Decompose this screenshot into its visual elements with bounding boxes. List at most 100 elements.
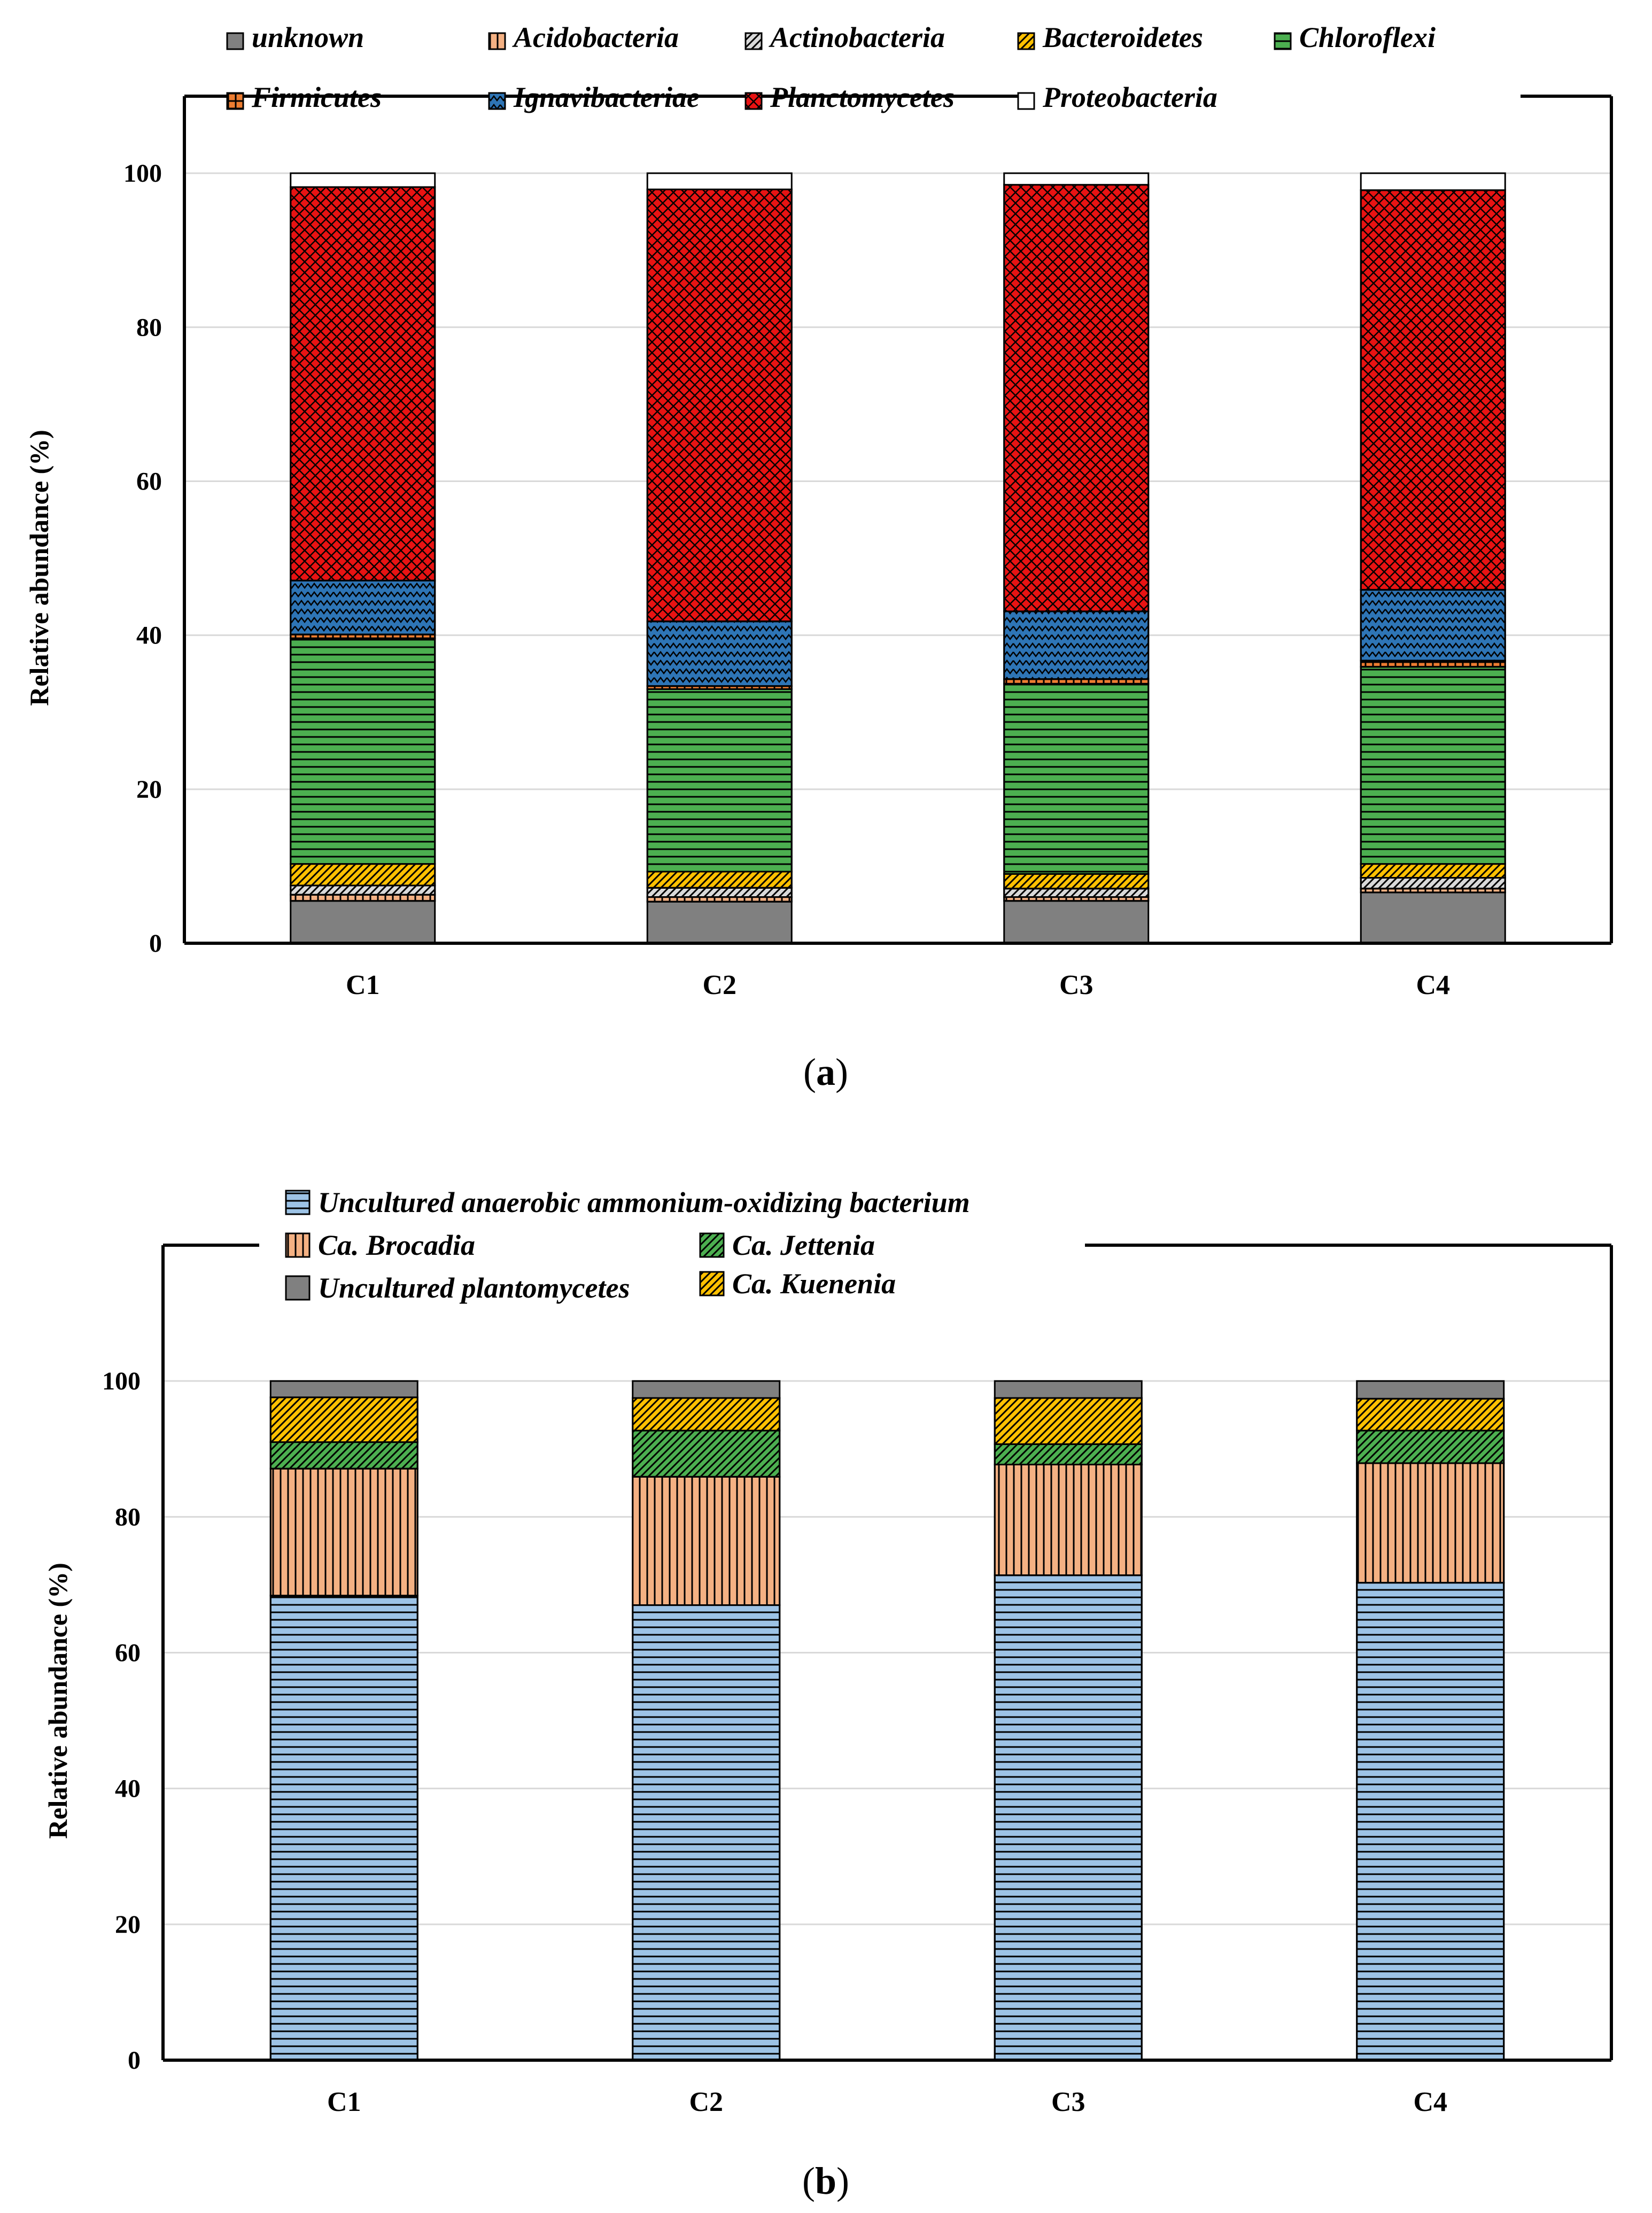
x-tick-label: C4 <box>1416 970 1450 1000</box>
legend-swatch-pattern-bacteroidetes <box>1017 32 1035 50</box>
bar-pattern-ca-jettenia-c3 <box>994 1443 1143 1465</box>
panel-a-y-ticks: 0 20 40 60 80 100 <box>123 159 162 958</box>
bar-pattern-acidobacteria-c1 <box>290 894 436 902</box>
y-tick-label: 0 <box>128 2046 141 2075</box>
bar-pattern-chloroflexi-c2 <box>646 688 793 873</box>
bar-pattern-ca-brocadia-c3 <box>994 1463 1143 1577</box>
bar-pattern-uncultured-anaerobic-ammonium-oxidizing-bacterium-c3 <box>994 1574 1143 2061</box>
bar-segment-unknown-c4 <box>1360 891 1506 944</box>
bar-pattern-ignavibacteriae-c1 <box>290 579 436 635</box>
bar-pattern-bacteroidetes-c1 <box>290 863 436 887</box>
legend-label-uncultured-anaerobic-ammonium-oxidizing-bacterium: Uncultured anaerobic ammonium-oxidizing … <box>318 1186 970 1218</box>
panel-a-chart: 0 20 40 60 80 100 C1 C2 C3 C4 Relative abundance… <box>24 21 1613 1093</box>
bar-pattern-actinobacteria-c1 <box>290 884 436 896</box>
legend-label-ignavibacteriae: Ignavibacteriae <box>513 81 700 113</box>
bar-pattern-actinobacteria-c3 <box>1003 888 1150 898</box>
bar-pattern-bacteroidetes-c3 <box>1003 873 1150 890</box>
panel-b-bars <box>269 1380 1505 2061</box>
bar-pattern-planctomycetes-c2 <box>646 188 793 623</box>
panel-a-x-ticks: C1 C2 C3 C4 <box>346 970 1450 1000</box>
bar-pattern-bacteroidetes-c4 <box>1360 863 1506 879</box>
y-tick-label: 60 <box>115 1639 141 1667</box>
bar-segment-uncultured-plantomycetes-c3 <box>994 1380 1143 1399</box>
x-tick-label: C3 <box>1059 970 1093 1000</box>
y-tick-label: 60 <box>136 467 162 495</box>
bar-pattern-ca-kuenenia-c1 <box>269 1396 418 1443</box>
legend-label-uncultured-plantomycetes: Uncultured plantomycetes <box>318 1272 630 1304</box>
bar-segment-unknown-c2 <box>646 900 793 944</box>
bar-segment-proteobacteria-c4 <box>1360 172 1506 191</box>
x-tick-label: C2 <box>689 2087 723 2117</box>
legend-swatch-pattern-uncultured-anaerobic-ammonium-oxidizing-bacterium <box>285 1190 311 1215</box>
legend-swatch-pattern-chloroflexi <box>1274 32 1292 50</box>
panel-b-legend: Uncultured anaerobic ammonium-oxidizing … <box>285 1186 970 1304</box>
bar-segment-uncultured-plantomycetes-c1 <box>269 1380 418 1399</box>
panel-a-label: (a) <box>803 1051 848 1093</box>
bar-pattern-uncultured-anaerobic-ammonium-oxidizing-bacterium-c4 <box>1356 1582 1505 2061</box>
bar-pattern-planctomycetes-c1 <box>290 186 436 581</box>
legend-label-ca-brocadia: Ca. Brocadia <box>318 1229 475 1261</box>
y-tick-label: 40 <box>115 1775 141 1803</box>
bar-segment-uncultured-plantomycetes-c4 <box>1356 1380 1505 1400</box>
bar-pattern-planctomycetes-c3 <box>1003 184 1150 612</box>
bar-segment-uncultured-plantomycetes-c2 <box>632 1380 781 1399</box>
y-tick-label: 20 <box>115 1911 141 1939</box>
panel-b-frame <box>161 1244 1613 2062</box>
legend-swatch-pattern-firmicutes <box>226 92 244 110</box>
legend-label-bacteroidetes: Bacteroidetes <box>1042 21 1203 53</box>
bar-segment-proteobacteria-c2 <box>646 172 793 190</box>
legend-label-chloroflexi: Chloroflexi <box>1299 21 1436 53</box>
legend-label-proteobacteria: Proteobacteria <box>1042 81 1217 113</box>
bar-pattern-chloroflexi-c1 <box>290 637 436 865</box>
panel-a-legend: unknown Acidobacteria Actinobacteria Bacter… <box>226 21 1436 113</box>
bar-segment-unknown-c3 <box>1003 900 1150 944</box>
legend-swatch-pattern-ca-jettenia <box>699 1232 725 1258</box>
legend-swatch-pattern-actinobacteria <box>744 32 763 50</box>
bar-pattern-ignavibacteriae-c4 <box>1360 589 1506 662</box>
legend-swatch-pattern-ignavibacteriae <box>488 92 506 110</box>
y-tick-label: 80 <box>136 313 162 341</box>
legend-label-unknown: unknown <box>252 21 364 53</box>
panel-b-chart: 0 20 40 60 80 100 C1 C2 C3 C4 Relative abundance… <box>43 1186 1613 2202</box>
bar-pattern-ca-jettenia-c1 <box>269 1441 418 1470</box>
legend-label-acidobacteria: Acidobacteria <box>512 21 679 53</box>
x-tick-label: C1 <box>346 970 380 1000</box>
x-tick-label: C3 <box>1051 2087 1085 2117</box>
x-tick-label: C4 <box>1413 2087 1447 2117</box>
bar-segment-proteobacteria-c3 <box>1003 172 1150 186</box>
bar-pattern-ignavibacteriae-c3 <box>1003 610 1150 680</box>
bar-segment-proteobacteria-c1 <box>290 172 436 188</box>
y-tick-label: 100 <box>102 1367 141 1395</box>
bar-pattern-ca-brocadia-c1 <box>269 1467 418 1597</box>
legend-label-actinobacteria: Actinobacteria <box>769 21 945 53</box>
bar-pattern-uncultured-anaerobic-ammonium-oxidizing-bacterium-c1 <box>269 1595 418 2061</box>
bar-pattern-ca-kuenenia-c4 <box>1356 1397 1505 1432</box>
bar-pattern-planctomycetes-c4 <box>1360 189 1506 591</box>
bar-pattern-actinobacteria-c4 <box>1360 877 1506 890</box>
bar-pattern-ca-kuenenia-c2 <box>632 1397 781 1432</box>
legend-swatch-pattern-planctomycetes <box>744 92 763 110</box>
legend-swatch-unknown <box>226 32 244 50</box>
panel-a-y-axis-label: Relative abundance (%) <box>24 430 54 706</box>
panel-b-y-ticks: 0 20 40 60 80 100 <box>102 1367 141 2075</box>
panel-b-y-axis-label: Relative abundance (%) <box>43 1563 73 1839</box>
legend-label-ca-kuenenia: Ca. Kuenenia <box>732 1268 896 1300</box>
bar-pattern-chloroflexi-c4 <box>1360 666 1506 865</box>
legend-swatch-uncultured-plantomycetes <box>285 1275 311 1301</box>
panel-b-label: (b) <box>802 2160 849 2202</box>
legend-swatch-pattern-ca-brocadia <box>285 1232 311 1258</box>
bar-pattern-ca-kuenenia-c3 <box>994 1397 1143 1445</box>
bar-pattern-chloroflexi-c3 <box>1003 682 1150 875</box>
bar-pattern-ca-jettenia-c4 <box>1356 1430 1505 1464</box>
y-tick-label: 0 <box>149 929 162 958</box>
panel-b-x-ticks: C1 C2 C3 C4 <box>327 2087 1447 2117</box>
bar-pattern-ca-brocadia-c4 <box>1356 1462 1505 1584</box>
legend-swatch-pattern-acidobacteria <box>488 32 506 50</box>
legend-swatch-pattern-ca-kuenenia <box>699 1271 725 1296</box>
y-tick-label: 80 <box>115 1503 141 1531</box>
bar-pattern-uncultured-anaerobic-ammonium-oxidizing-bacterium-c2 <box>632 1604 781 2061</box>
bar-pattern-actinobacteria-c2 <box>646 887 793 898</box>
y-tick-label: 20 <box>136 775 162 804</box>
panel-a-frame <box>183 95 1613 945</box>
